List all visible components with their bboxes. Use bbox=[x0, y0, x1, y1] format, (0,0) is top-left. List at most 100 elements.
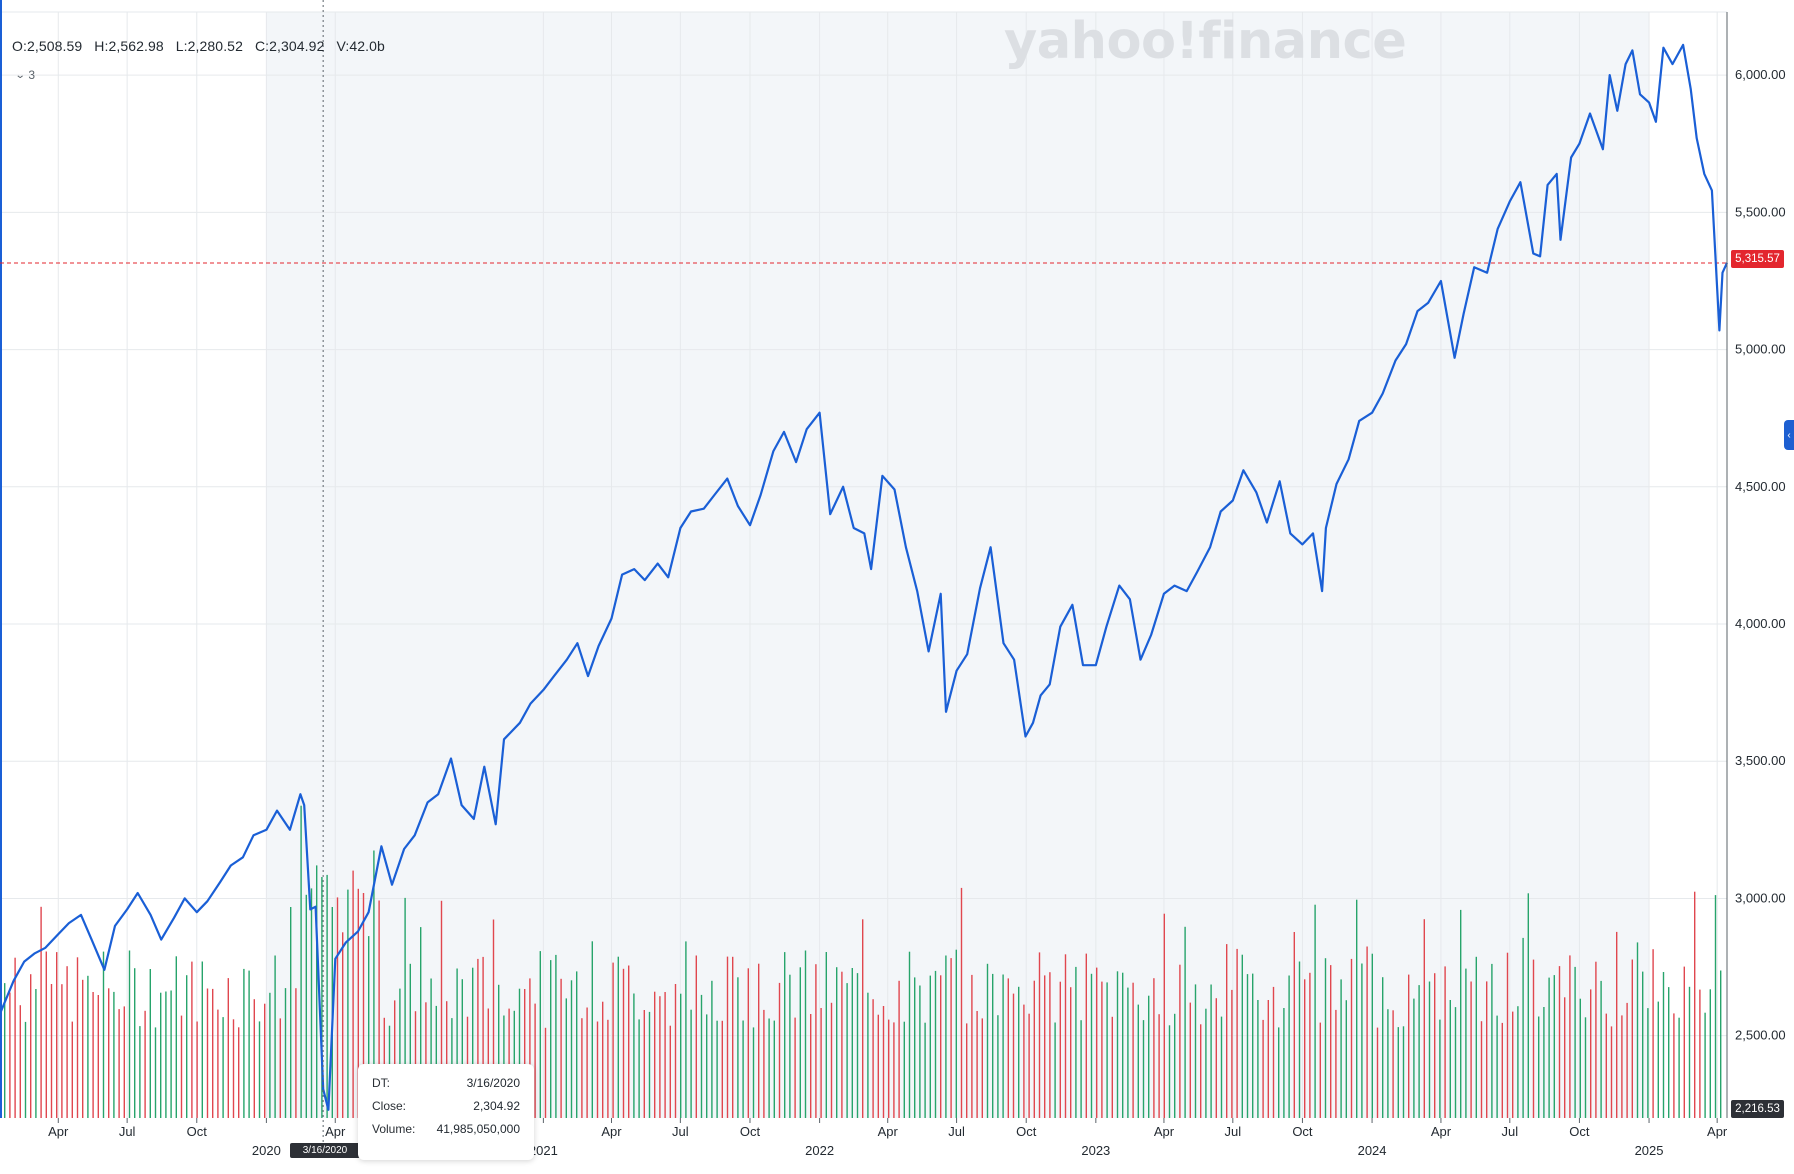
volume-bar bbox=[217, 1009, 219, 1118]
volume-bar bbox=[1465, 968, 1467, 1118]
volume-bar bbox=[726, 956, 729, 1118]
volume-bar bbox=[638, 1019, 640, 1118]
volume-bar bbox=[1434, 973, 1436, 1118]
volume-bar bbox=[326, 874, 328, 1118]
y-tick-label: 5,500.00 bbox=[1735, 204, 1786, 219]
volume-bar bbox=[212, 988, 214, 1118]
indicator-count: 3 bbox=[28, 68, 36, 82]
last-price-label: 5,315.57 bbox=[1731, 250, 1784, 268]
volume-bar bbox=[794, 1017, 796, 1118]
volume-bar bbox=[425, 1002, 427, 1118]
tooltip-date-value: 3/16/2020 bbox=[466, 1076, 520, 1090]
x-month-label: Oct bbox=[1569, 1124, 1590, 1139]
y-tick-label: 6,000.00 bbox=[1735, 67, 1786, 82]
volume-bar bbox=[35, 989, 37, 1118]
volume-bar bbox=[300, 805, 302, 1118]
volume-bar bbox=[1506, 952, 1509, 1118]
volume-bar bbox=[1371, 953, 1373, 1118]
volume-bar bbox=[1366, 946, 1368, 1118]
volume-bar bbox=[612, 962, 614, 1118]
y-tick-label: 2,500.00 bbox=[1735, 1028, 1786, 1043]
volume-bar bbox=[914, 977, 916, 1118]
tooltip-close-row: Close: 2,304.92 bbox=[372, 1099, 520, 1113]
volume-bar bbox=[674, 984, 677, 1118]
collapse-panel-button[interactable]: ‹ bbox=[1784, 420, 1794, 450]
volume-bar bbox=[1356, 899, 1358, 1118]
volume-bar bbox=[622, 968, 625, 1118]
volume-bar bbox=[555, 954, 557, 1118]
volume-bar bbox=[934, 970, 937, 1118]
volume-bar bbox=[92, 992, 94, 1118]
volume-bar bbox=[862, 919, 864, 1118]
volume-bar bbox=[799, 967, 801, 1118]
indicator-toggle[interactable]: ⌄ 3 bbox=[15, 68, 36, 82]
volume-bar bbox=[898, 980, 900, 1118]
volume-bar bbox=[758, 963, 760, 1118]
volume-bar bbox=[175, 956, 177, 1118]
x-month-label: Oct bbox=[740, 1124, 761, 1139]
yahoo-finance-watermark: yahoo!finance bbox=[1004, 12, 1407, 71]
volume-bar bbox=[888, 1019, 890, 1118]
volume-bar bbox=[841, 971, 843, 1118]
volume-bar bbox=[1512, 1011, 1514, 1118]
volume-bar bbox=[352, 870, 354, 1118]
volume-bar bbox=[1605, 1013, 1607, 1118]
volume-bar bbox=[778, 982, 781, 1118]
volume-bar bbox=[1054, 1022, 1056, 1118]
volume-bar bbox=[539, 951, 541, 1118]
volume-bar bbox=[128, 950, 131, 1118]
x-year-label: 2024 bbox=[1358, 1143, 1387, 1158]
volume-bar bbox=[1142, 1020, 1145, 1118]
volume-bar bbox=[446, 1001, 448, 1118]
volume-bar bbox=[1423, 919, 1425, 1118]
volume-bar bbox=[1189, 1002, 1191, 1118]
volume-bar bbox=[1101, 981, 1103, 1118]
volume-bar bbox=[1278, 1027, 1280, 1118]
volume-bar bbox=[1324, 958, 1327, 1118]
volume-bar bbox=[1439, 1019, 1441, 1118]
volume-bar bbox=[576, 971, 578, 1118]
volume-bar bbox=[1558, 966, 1561, 1118]
volume-bar bbox=[404, 897, 406, 1118]
volume-bar bbox=[1085, 953, 1087, 1118]
volume-bar bbox=[102, 951, 105, 1118]
volume-bar bbox=[82, 979, 84, 1118]
volume-bar bbox=[851, 968, 853, 1118]
volume-bar bbox=[1574, 966, 1576, 1118]
volume-bar bbox=[1642, 971, 1644, 1118]
volume-bar bbox=[248, 970, 250, 1118]
volume-bar bbox=[368, 936, 370, 1118]
volume-bar bbox=[804, 950, 807, 1118]
volume-bar bbox=[1132, 982, 1134, 1118]
volume-bar bbox=[1111, 1016, 1113, 1118]
volume-bar bbox=[607, 1019, 609, 1118]
x-month-label: Jul bbox=[948, 1124, 965, 1139]
volume-bar bbox=[186, 975, 188, 1118]
volume-bar bbox=[1304, 979, 1306, 1118]
volume-bar bbox=[1600, 980, 1602, 1118]
volume-bar bbox=[1007, 978, 1009, 1118]
x-month-label: Oct bbox=[187, 1124, 208, 1139]
volume-bar bbox=[664, 992, 666, 1118]
volume-bar bbox=[1501, 1022, 1503, 1118]
volume-bar bbox=[1709, 989, 1711, 1118]
volume-bar bbox=[992, 973, 994, 1118]
volume-bar bbox=[1470, 981, 1472, 1118]
volume-bar bbox=[1673, 1013, 1675, 1118]
volume-bar bbox=[893, 1022, 895, 1118]
volume-bar bbox=[1387, 1009, 1389, 1118]
x-year-label: 2022 bbox=[805, 1143, 834, 1158]
volume-bar bbox=[1408, 974, 1410, 1118]
volume-bar bbox=[399, 988, 401, 1118]
shaded-period bbox=[266, 12, 1650, 1118]
volume-bar bbox=[1059, 981, 1061, 1118]
volume-value: V:42.0b bbox=[336, 38, 385, 54]
volume-bar bbox=[1200, 1024, 1202, 1118]
volume-bar bbox=[170, 990, 172, 1118]
volume-bar bbox=[1116, 971, 1119, 1118]
volume-bar bbox=[1038, 952, 1041, 1118]
volume-bar bbox=[1621, 1015, 1623, 1118]
price-series-line[interactable] bbox=[0, 43, 1729, 1111]
